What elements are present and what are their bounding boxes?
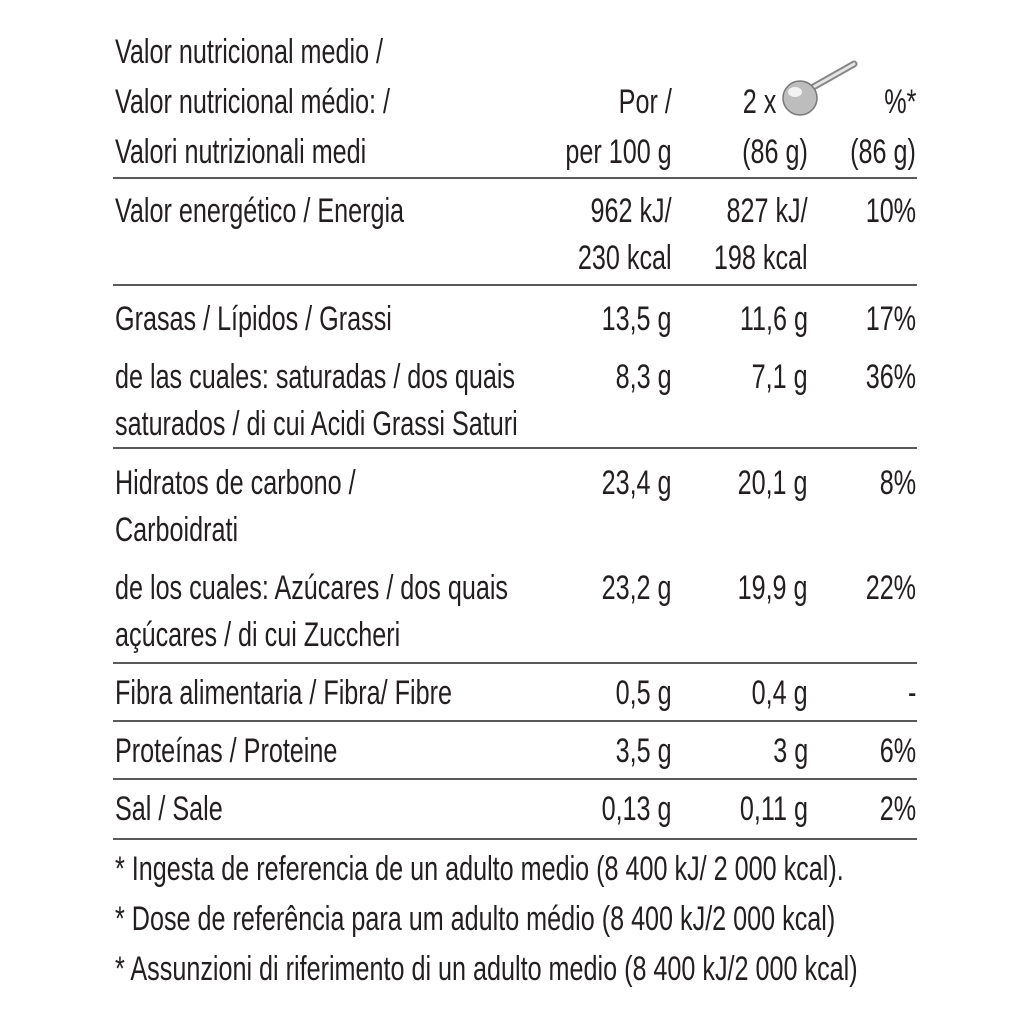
row-value: 198 kcal — [714, 239, 808, 277]
header-label: Valor nutricional médio: / — [115, 83, 391, 121]
row-value: 36% — [865, 358, 916, 396]
header-label: Valor nutricional medio / — [115, 33, 384, 71]
footnote: * Dose de referência para um adulto médi… — [115, 900, 836, 938]
row-value: 8,3 g — [616, 358, 672, 396]
header-label: Valori nutrizionali medi — [115, 133, 367, 171]
row-value: 10% — [865, 192, 916, 230]
row-value: 962 kJ/ — [590, 192, 672, 230]
separator — [113, 778, 917, 780]
separator — [113, 447, 917, 449]
row-label: saturados / di cui Acidi Grassi Saturi — [115, 405, 518, 443]
row-label: de las cuales: saturadas / dos quais — [115, 358, 516, 396]
row-value: - — [907, 674, 916, 712]
row-value: 0,11 g — [739, 790, 808, 828]
row-value: 3 g — [773, 732, 808, 770]
separator — [113, 177, 917, 179]
row-label: Hidratos de carbono / — [115, 464, 356, 502]
row-value: 827 kJ/ — [726, 192, 808, 230]
row-value: 22% — [865, 569, 916, 607]
row-value: 20,1 g — [738, 464, 808, 502]
row-value: 17% — [865, 300, 916, 338]
column-header: per 100 g — [565, 133, 672, 171]
separator — [113, 838, 917, 840]
separator — [113, 284, 917, 286]
row-label: Proteínas / Proteine — [115, 732, 338, 770]
row-value: 11,6 g — [739, 300, 808, 338]
row-value: 19,9 g — [738, 569, 808, 607]
row-value: 0,5 g — [616, 674, 672, 712]
column-header: (86 g) — [850, 133, 916, 171]
row-label: Sal / Sale — [115, 790, 223, 828]
row-label: Grasas / Lípidos / Grassi — [115, 300, 392, 338]
row-value: 23,4 g — [602, 464, 672, 502]
row-label: de los cuales: Azúcares / dos quais — [115, 569, 509, 607]
row-value: 230 kcal — [578, 239, 672, 277]
row-label: Valor energético / Energia — [115, 192, 405, 230]
row-value: 0,13 g — [602, 790, 672, 828]
row-label: açúcares / di cui Zuccheri — [115, 616, 401, 654]
row-value: 8% — [879, 464, 916, 502]
row-value: 13,5 g — [602, 300, 672, 338]
column-header: 2 x — [742, 83, 776, 121]
column-header: Por / — [618, 83, 672, 121]
spoon-icon — [782, 60, 858, 116]
row-value: 6% — [879, 732, 916, 770]
separator — [113, 662, 917, 664]
footnote: * Ingesta de referencia de un adulto med… — [115, 850, 844, 888]
separator — [113, 720, 917, 722]
row-label: Fibra alimentaria / Fibra/ Fibre — [115, 674, 452, 712]
row-value: 7,1 g — [752, 358, 808, 396]
row-value: 23,2 g — [602, 569, 672, 607]
column-header: (86 g) — [742, 133, 808, 171]
column-header: %* — [883, 83, 916, 121]
row-label: Carboidrati — [115, 511, 239, 549]
footnote: * Assunzioni di riferimento di un adulto… — [115, 950, 858, 988]
row-value: 0,4 g — [752, 674, 808, 712]
row-value: 3,5 g — [616, 732, 672, 770]
row-value: 2% — [879, 790, 916, 828]
